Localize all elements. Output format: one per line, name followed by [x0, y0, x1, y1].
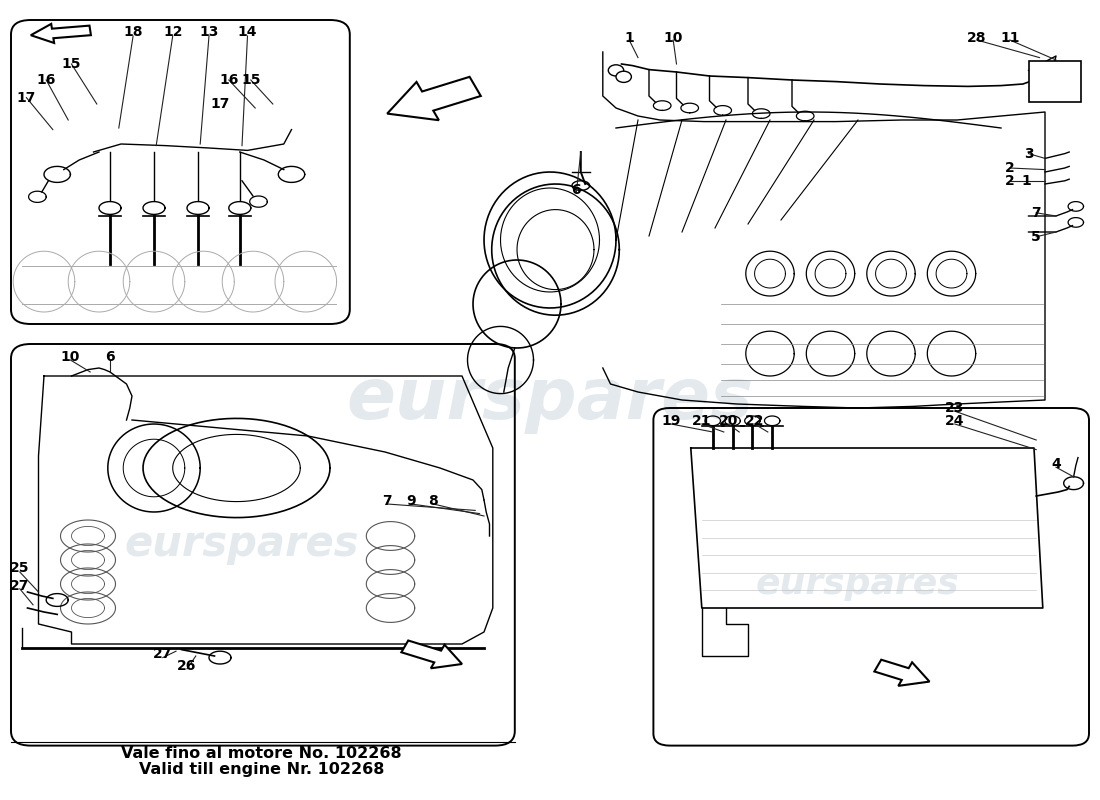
Text: 9: 9 [407, 494, 416, 508]
Text: 16: 16 [219, 73, 239, 87]
Text: 5: 5 [1032, 230, 1041, 244]
Text: 15: 15 [241, 73, 261, 87]
Text: 6: 6 [106, 350, 114, 364]
Text: 11: 11 [1000, 31, 1020, 46]
Text: eurspares: eurspares [346, 366, 754, 434]
Text: 18: 18 [123, 25, 143, 39]
Text: 24: 24 [945, 414, 965, 428]
Text: 17: 17 [210, 97, 230, 111]
Text: 16: 16 [36, 73, 56, 87]
Text: 19: 19 [661, 414, 681, 428]
Text: 13: 13 [199, 25, 219, 39]
Text: 23: 23 [945, 401, 965, 415]
Text: 3: 3 [1024, 146, 1033, 161]
Text: eurspares: eurspares [124, 523, 360, 565]
Text: 7: 7 [1032, 206, 1041, 220]
Text: Valid till engine Nr. 102268: Valid till engine Nr. 102268 [139, 762, 385, 777]
Text: 7: 7 [383, 494, 392, 508]
Polygon shape [387, 77, 481, 120]
Text: Vale fino al motore No. 102268: Vale fino al motore No. 102268 [121, 746, 403, 761]
Text: 10: 10 [663, 31, 683, 46]
FancyBboxPatch shape [1028, 61, 1081, 102]
Text: 6: 6 [572, 183, 581, 198]
Text: 28: 28 [967, 31, 987, 46]
Text: 17: 17 [16, 90, 36, 105]
Text: 25: 25 [10, 561, 30, 575]
Text: 2: 2 [1005, 174, 1014, 188]
Text: 27: 27 [10, 578, 30, 593]
Polygon shape [31, 24, 91, 43]
Text: 2: 2 [1005, 161, 1014, 175]
Text: 27: 27 [153, 647, 173, 662]
Polygon shape [402, 641, 462, 668]
Text: 26: 26 [177, 658, 197, 673]
Text: 10: 10 [60, 350, 80, 364]
Text: 14: 14 [238, 25, 257, 39]
Circle shape [608, 65, 624, 76]
Text: eurspares: eurspares [756, 567, 960, 601]
Text: 22: 22 [745, 414, 764, 428]
Text: 1: 1 [625, 31, 634, 46]
Text: 20: 20 [718, 414, 738, 428]
Text: 12: 12 [163, 25, 183, 39]
Text: 15: 15 [62, 57, 81, 71]
Circle shape [616, 71, 631, 82]
Text: 8: 8 [429, 494, 438, 508]
Text: 4: 4 [1052, 457, 1060, 471]
Polygon shape [874, 660, 929, 686]
Text: 21: 21 [692, 414, 712, 428]
Text: 1: 1 [1022, 174, 1031, 188]
